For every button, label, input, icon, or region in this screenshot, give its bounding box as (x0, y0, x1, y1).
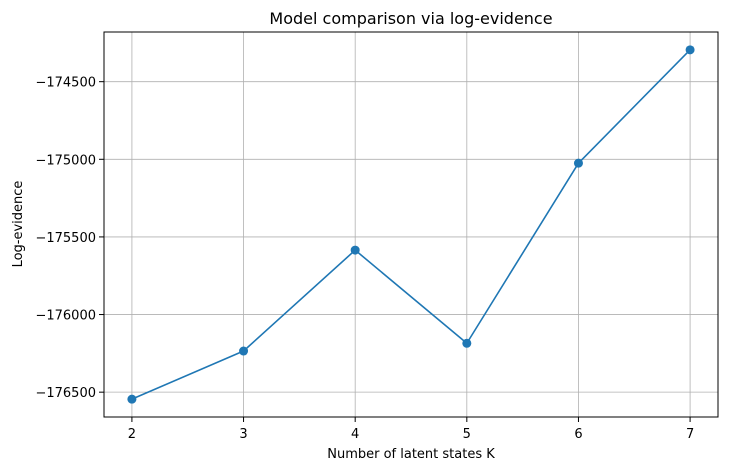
series-line (131, 49, 691, 400)
grid (104, 32, 718, 417)
series (127, 45, 695, 404)
data-point (239, 346, 249, 356)
x-tick-label: 6 (574, 427, 582, 442)
ticks: 2 3 4 5 6 7 −176500 −176000 −175500 −175000 −17450… (35, 76, 694, 442)
data-point (462, 338, 472, 348)
data-point (350, 245, 360, 255)
y-tick-label: −175000 (35, 153, 96, 168)
x-axis-label: Number of latent states K (327, 447, 495, 462)
data-point (573, 158, 583, 168)
x-tick-label: 4 (351, 427, 359, 442)
data-point (685, 45, 695, 55)
y-tick-label: −176000 (35, 309, 96, 324)
y-tick-label: −174500 (35, 76, 96, 91)
x-tick-label: 2 (128, 427, 136, 442)
x-tick-label: 7 (686, 427, 694, 442)
axes-frame (103, 31, 719, 418)
y-tick-label: −176500 (35, 386, 96, 401)
x-tick-label: 3 (239, 427, 247, 442)
data-point (127, 394, 137, 404)
y-tick-label: −175500 (35, 231, 96, 246)
x-tick-label: 5 (463, 427, 471, 442)
chart-title: Model comparison via log-evidence (269, 9, 552, 28)
y-axis-label: Log-evidence (11, 181, 26, 268)
